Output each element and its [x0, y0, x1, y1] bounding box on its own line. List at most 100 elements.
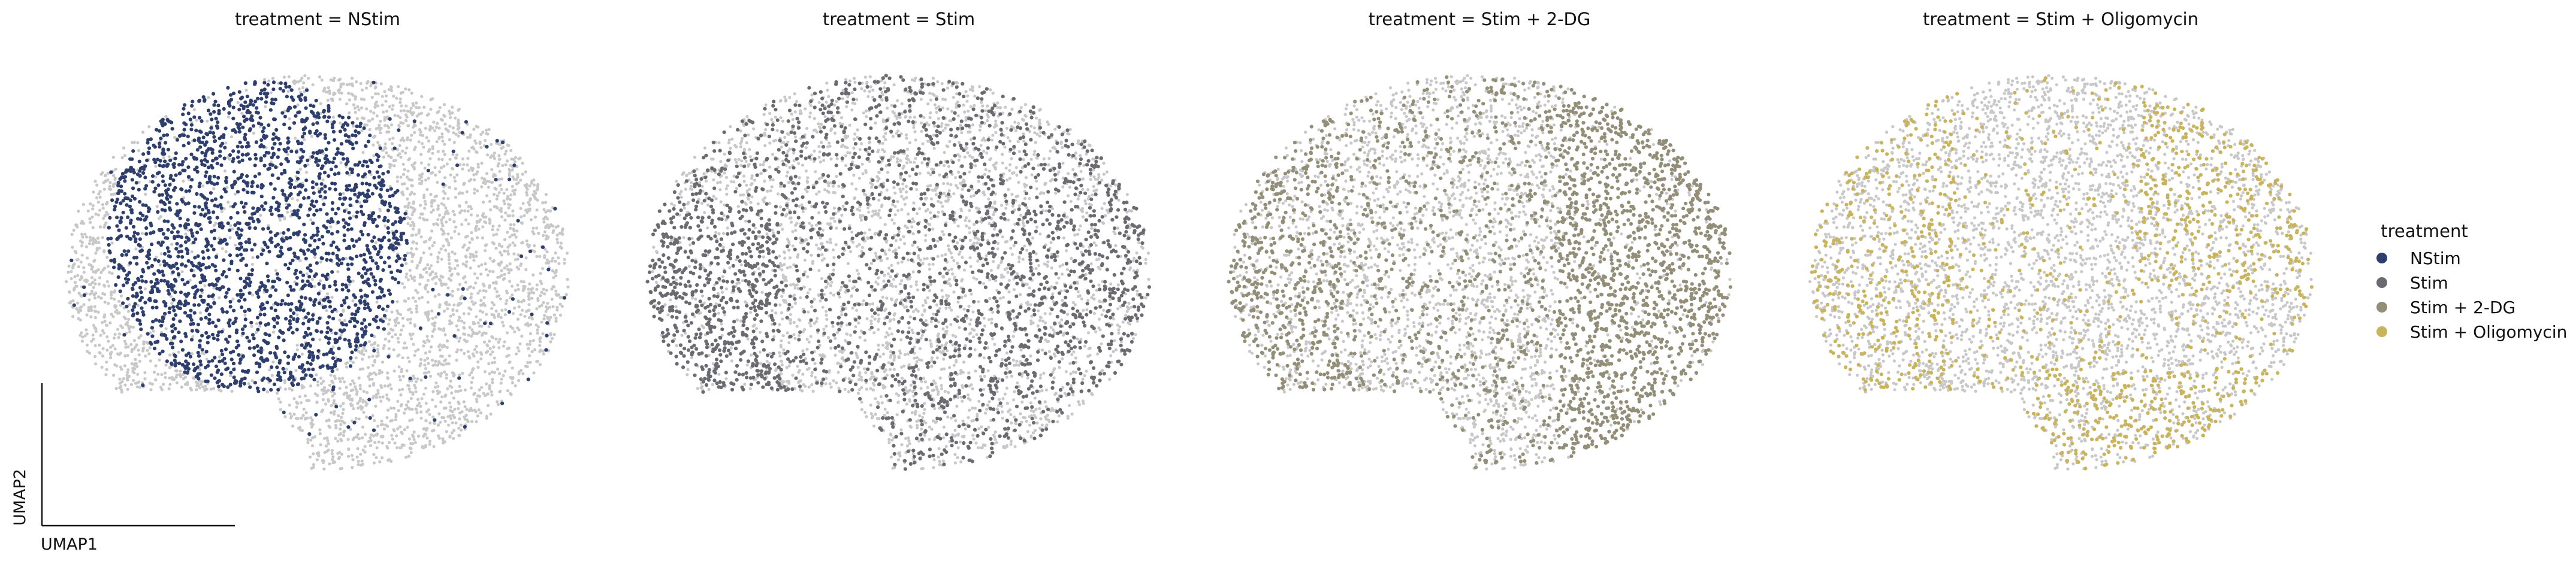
umap-point: [195, 381, 198, 384]
umap-point: [373, 283, 377, 286]
umap-point: [295, 313, 298, 316]
umap-point: [288, 186, 292, 189]
umap-point: [448, 125, 451, 128]
umap-point: [450, 386, 453, 389]
umap-point: [123, 383, 126, 386]
umap-point: [503, 273, 506, 276]
umap-point: [206, 341, 210, 344]
umap-point: [475, 229, 478, 232]
umap-point: [218, 356, 221, 359]
umap-point: [163, 279, 167, 283]
umap-point: [159, 137, 162, 140]
umap-point: [211, 321, 215, 325]
umap-point: [445, 430, 448, 433]
umap-point: [98, 209, 101, 212]
umap-point: [154, 378, 157, 381]
umap-point: [179, 375, 182, 378]
umap-point: [379, 400, 382, 403]
umap-point: [191, 329, 194, 332]
umap-point: [443, 153, 446, 156]
umap-point: [480, 185, 483, 188]
umap-point: [472, 259, 475, 262]
umap-point: [247, 339, 251, 343]
umap-point: [388, 88, 391, 91]
umap-point: [315, 329, 318, 332]
umap-point: [469, 256, 472, 259]
umap-point: [198, 386, 201, 389]
umap-point: [151, 180, 155, 184]
umap-point: [451, 322, 454, 325]
umap-point: [135, 256, 138, 259]
umap-point: [122, 283, 125, 287]
umap-point: [229, 374, 232, 377]
umap-point: [171, 270, 175, 274]
umap-point: [348, 320, 352, 323]
umap-point: [235, 339, 239, 343]
umap-point: [336, 368, 339, 371]
umap-point: [240, 96, 244, 99]
umap-point: [466, 136, 469, 139]
umap-point: [403, 257, 406, 261]
umap-point: [183, 332, 187, 335]
umap-point: [447, 130, 450, 133]
umap-point: [561, 228, 564, 231]
umap-point: [351, 299, 354, 302]
umap-point: [490, 393, 493, 396]
umap-point: [282, 367, 285, 371]
umap-point: [503, 266, 506, 269]
umap-point: [386, 397, 389, 400]
umap-point: [367, 233, 370, 236]
umap-point: [467, 210, 470, 213]
umap-point: [438, 390, 441, 393]
umap-point: [325, 321, 329, 325]
umap-point: [493, 205, 496, 208]
umap-point: [298, 395, 301, 398]
umap-point: [279, 81, 283, 85]
umap-point: [204, 331, 208, 335]
umap-point: [448, 303, 451, 306]
umap-point: [92, 333, 95, 336]
umap-point: [312, 191, 316, 195]
umap-point: [431, 364, 434, 367]
umap-point: [276, 243, 280, 247]
umap-point: [301, 370, 305, 374]
umap-point: [296, 111, 300, 114]
umap-point: [479, 219, 482, 222]
umap-point: [373, 279, 377, 283]
umap-point: [99, 196, 102, 199]
umap-point: [255, 344, 259, 348]
umap-point: [309, 456, 312, 459]
umap-point: [180, 270, 183, 273]
umap-point: [212, 210, 215, 214]
umap-point: [311, 436, 314, 439]
umap-point: [351, 134, 354, 137]
umap-point: [502, 345, 505, 348]
umap-point: [381, 172, 385, 175]
umap-point: [285, 95, 289, 98]
umap-point: [484, 290, 487, 293]
umap-point: [315, 261, 319, 265]
umap-point: [447, 424, 450, 427]
umap-point: [412, 375, 415, 378]
umap-point: [119, 325, 122, 328]
umap-point: [379, 256, 383, 259]
umap-point: [488, 200, 491, 203]
umap-point: [281, 331, 285, 335]
umap-point: [379, 187, 383, 191]
umap-point: [382, 156, 385, 159]
umap-point: [268, 209, 272, 213]
umap-point: [394, 333, 397, 336]
umap-point: [327, 389, 330, 392]
umap-point: [243, 280, 246, 283]
umap-point: [464, 219, 467, 222]
umap-point: [131, 178, 134, 181]
umap-point: [366, 268, 369, 272]
umap-point: [452, 429, 455, 432]
umap-point: [135, 181, 138, 184]
umap-point: [404, 151, 407, 154]
umap-point: [330, 232, 334, 235]
umap-point: [258, 325, 261, 328]
umap-point: [351, 238, 354, 242]
umap-point: [372, 111, 375, 114]
umap-point: [193, 256, 197, 259]
